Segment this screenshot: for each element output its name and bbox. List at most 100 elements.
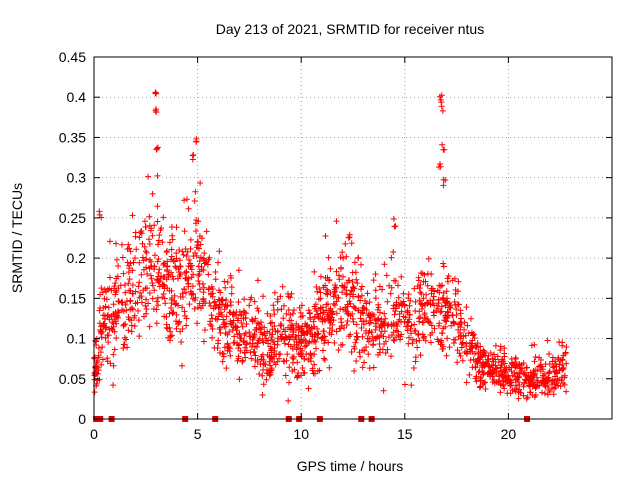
data-point [191, 297, 198, 304]
data-point [261, 330, 268, 337]
data-point [110, 323, 117, 330]
data-point [111, 328, 118, 335]
data-point [168, 296, 175, 303]
data-point [149, 282, 156, 289]
data-point [98, 285, 105, 292]
data-point [119, 299, 126, 306]
x-tick-label: 15 [397, 426, 413, 442]
data-point [298, 325, 305, 332]
data-point [128, 317, 135, 324]
data-point [238, 319, 245, 326]
data-point [261, 324, 268, 331]
data-point [454, 359, 461, 366]
data-point [496, 373, 503, 380]
data-point [151, 252, 158, 259]
data-point [249, 336, 256, 343]
data-point [173, 224, 180, 231]
data-point [181, 308, 188, 315]
data-point [440, 295, 447, 302]
data-point [216, 287, 223, 294]
data-point [397, 318, 404, 325]
data-point [147, 272, 154, 279]
data-point [563, 343, 570, 350]
data-point [239, 358, 246, 365]
data-point [168, 253, 175, 260]
data-point [501, 345, 508, 352]
data-point [348, 348, 355, 355]
data-point [312, 305, 319, 312]
data-point [166, 287, 173, 294]
data-point [544, 337, 551, 344]
data-point [151, 266, 158, 273]
data-point [493, 365, 500, 372]
data-point [263, 376, 270, 383]
data-point [320, 347, 327, 354]
data-point [285, 341, 292, 348]
y-tick-label: 0.1 [67, 331, 87, 347]
data-point [291, 341, 298, 348]
data-point [106, 238, 113, 245]
data-point [456, 350, 463, 357]
data-point [149, 295, 156, 302]
data-point [365, 329, 372, 336]
data-point [249, 316, 256, 323]
data-point [352, 269, 359, 276]
data-point [184, 276, 191, 283]
data-point [160, 281, 167, 288]
data-point [195, 277, 202, 284]
data-point [379, 286, 386, 293]
data-point [303, 322, 310, 329]
data-point [158, 273, 165, 280]
data-point [185, 205, 192, 212]
data-point [332, 282, 339, 289]
data-point [559, 366, 566, 373]
data-point [337, 325, 344, 332]
data-point [460, 333, 467, 340]
data-point [375, 304, 382, 311]
data-point [306, 309, 313, 316]
data-point [241, 349, 248, 356]
data-point [219, 296, 226, 303]
data-point [494, 353, 501, 360]
data-point [444, 278, 451, 285]
data-point [183, 322, 190, 329]
data-point [359, 347, 366, 354]
data-point [136, 259, 143, 266]
data-point [271, 289, 278, 296]
data-point [351, 368, 358, 375]
data-point [544, 382, 551, 389]
data-point [485, 369, 492, 376]
data-point [237, 347, 244, 354]
data-point [538, 389, 545, 396]
data-point [561, 374, 568, 381]
data-point [468, 345, 475, 352]
data-point [161, 313, 168, 320]
data-point [165, 272, 172, 279]
data-point [95, 354, 102, 361]
data-point [192, 188, 199, 195]
data-point [115, 285, 122, 292]
data-point [394, 328, 401, 335]
axis-ticks: 0 0.05 0.1 0.15 0.2 0.25 0.3 0.35 0.4 0.45 0 5 10 15 2… [59, 49, 612, 442]
data-point [385, 321, 392, 328]
data-point [130, 259, 137, 266]
data-point [91, 376, 98, 383]
data-point [361, 359, 368, 366]
data-point [185, 283, 192, 290]
data-point [405, 291, 412, 298]
data-point [127, 306, 134, 313]
data-point [168, 246, 175, 253]
data-point [214, 316, 221, 323]
data-point [183, 252, 190, 259]
data-point [440, 146, 447, 153]
data-point [103, 323, 110, 330]
data-point [321, 333, 328, 340]
data-point [277, 333, 284, 340]
data-point [550, 364, 557, 371]
data-point [284, 351, 291, 358]
data-point [409, 340, 416, 347]
data-point [477, 353, 484, 360]
data-point [195, 218, 202, 225]
data-point [420, 319, 427, 326]
data-point [378, 316, 385, 323]
